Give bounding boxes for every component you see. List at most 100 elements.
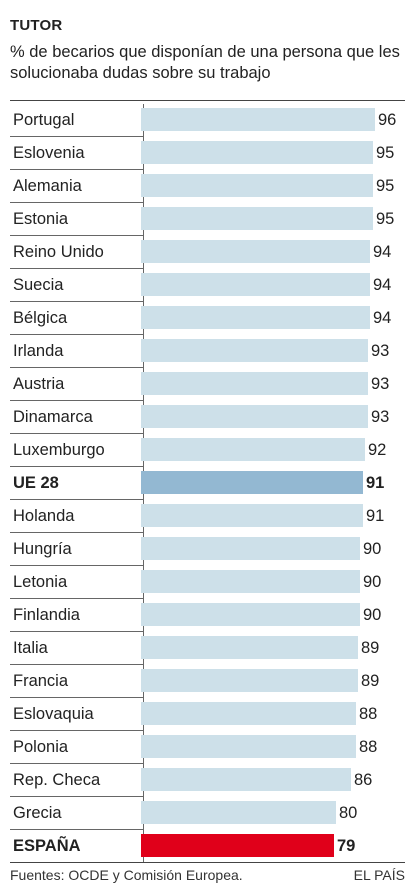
value-label: 94 [373, 243, 392, 261]
value-label: 91 [366, 507, 385, 525]
footer: Fuentes: OCDE y Comisión Europea. EL PAÍ… [10, 867, 405, 883]
category-label: Eslovaquia [10, 698, 144, 731]
bar [141, 372, 368, 395]
category-label: Polonia [10, 731, 144, 764]
bar-row: UE 28 91 [10, 467, 405, 500]
bar-row: Eslovaquia 88 [10, 698, 405, 731]
value-label: 89 [361, 639, 380, 657]
bottom-rule [10, 862, 405, 863]
bar-row: Dinamarca 93 [10, 401, 405, 434]
category-label: Eslovenia [10, 137, 144, 170]
value-label: 92 [368, 441, 387, 459]
value-label: 95 [376, 177, 395, 195]
bar-row: Reino Unido 94 [10, 236, 405, 269]
bar-row: Holanda 91 [10, 500, 405, 533]
bar [141, 669, 358, 692]
bar [141, 537, 360, 560]
top-rule [10, 100, 405, 101]
bar-row: ESPAÑA 79 [10, 830, 405, 863]
value-label: 86 [354, 771, 373, 789]
category-label: Hungría [10, 533, 144, 566]
bar [141, 240, 370, 263]
value-label: 94 [373, 309, 392, 327]
bar [141, 174, 373, 197]
bar-row: Eslovenia 95 [10, 137, 405, 170]
bar-row: Irlanda 93 [10, 335, 405, 368]
category-label: Portugal [10, 104, 144, 137]
value-label: 90 [363, 606, 382, 624]
bar [141, 702, 356, 725]
value-label: 95 [376, 144, 395, 162]
value-label: 90 [363, 573, 382, 591]
category-label: ESPAÑA [10, 830, 144, 862]
category-label: Luxemburgo [10, 434, 144, 467]
value-label: 79 [337, 837, 356, 855]
bar [141, 735, 356, 758]
value-label: 80 [339, 804, 358, 822]
bar-rows: Portugal 96 Eslovenia 95 Alemania 95 Estonia 95… [10, 104, 405, 863]
chart-title: TUTOR [10, 17, 63, 34]
category-label: Estonia [10, 203, 144, 236]
bar-row: Hungría 90 [10, 533, 405, 566]
bar-row: Grecia 80 [10, 797, 405, 830]
value-label: 89 [361, 672, 380, 690]
value-label: 93 [371, 375, 390, 393]
category-label: Finlandia [10, 599, 144, 632]
category-label: Dinamarca [10, 401, 144, 434]
bar [141, 207, 373, 230]
bar [141, 504, 363, 527]
category-label: Suecia [10, 269, 144, 302]
value-label: 96 [378, 111, 397, 129]
bar-row: Suecia 94 [10, 269, 405, 302]
category-label: Letonia [10, 566, 144, 599]
brand-logo: EL PAÍS [353, 867, 405, 883]
chart-subtitle: % de becarios que disponían de una perso… [10, 43, 400, 82]
bar [141, 570, 360, 593]
bar-row: Austria 93 [10, 368, 405, 401]
bar-row: Letonia 90 [10, 566, 405, 599]
category-label: Austria [10, 368, 144, 401]
bar-row: Finlandia 90 [10, 599, 405, 632]
category-label: UE 28 [10, 467, 144, 500]
value-label: 95 [376, 210, 395, 228]
bar [141, 108, 375, 131]
bar [141, 306, 370, 329]
value-label: 88 [359, 738, 378, 756]
bar-row: Francia 89 [10, 665, 405, 698]
category-label: Rep. Checa [10, 764, 144, 797]
value-label: 88 [359, 705, 378, 723]
bar-row: Italia 89 [10, 632, 405, 665]
bar [141, 801, 336, 824]
category-label: Irlanda [10, 335, 144, 368]
bar [141, 141, 373, 164]
bar-row: Luxemburgo 92 [10, 434, 405, 467]
bar [141, 405, 368, 428]
value-label: 94 [373, 276, 392, 294]
bar-row: Rep. Checa 86 [10, 764, 405, 797]
bar-row: Polonia 88 [10, 731, 405, 764]
category-label: Grecia [10, 797, 144, 830]
category-label: Italia [10, 632, 144, 665]
category-label: Holanda [10, 500, 144, 533]
bar [141, 768, 351, 791]
category-label: Alemania [10, 170, 144, 203]
bar [141, 273, 370, 296]
bar [141, 636, 358, 659]
source-note: Fuentes: OCDE y Comisión Europea. [10, 867, 243, 883]
bar [141, 471, 363, 494]
bar-row: Portugal 96 [10, 104, 405, 137]
bar-row: Estonia 95 [10, 203, 405, 236]
category-label: Bélgica [10, 302, 144, 335]
bar-row: Bélgica 94 [10, 302, 405, 335]
bar-row: Alemania 95 [10, 170, 405, 203]
value-label: 93 [371, 342, 390, 360]
bar [141, 339, 368, 362]
category-label: Reino Unido [10, 236, 144, 269]
value-label: 91 [366, 474, 385, 492]
bar [141, 603, 360, 626]
category-label: Francia [10, 665, 144, 698]
value-label: 90 [363, 540, 382, 558]
bar [141, 438, 365, 461]
bar [141, 834, 334, 857]
